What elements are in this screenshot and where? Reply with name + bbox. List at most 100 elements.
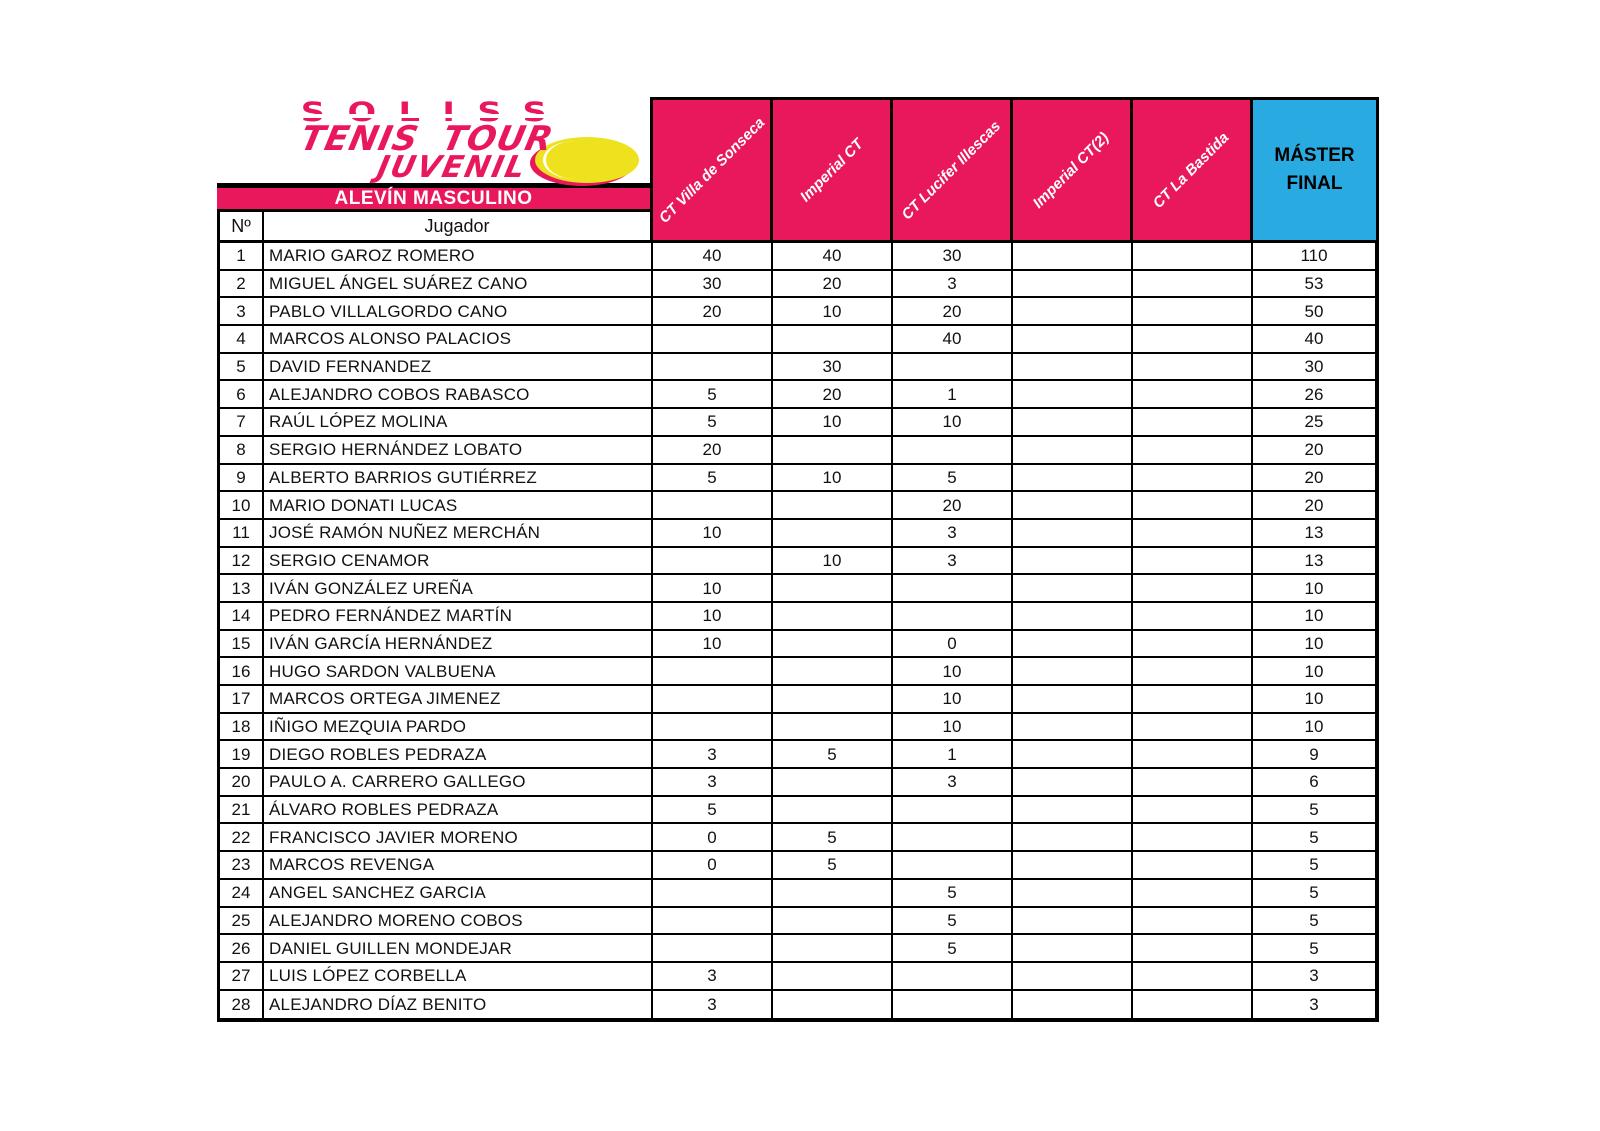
score-cell	[1133, 630, 1253, 657]
score-cell	[1013, 990, 1133, 1019]
score-cell	[773, 769, 893, 795]
player-name-cell: JOSÉ RAMÓN NUÑEZ MERCHÁN	[264, 519, 653, 546]
score-cell	[653, 935, 773, 961]
row-number-cell: 28	[220, 990, 264, 1019]
header-band: SOLISS TENIS TOUR JUVENIL ALEVÍN MASCULI…	[217, 97, 1379, 243]
tournament-name-label: CT Lucifer Illescas	[898, 117, 1005, 223]
row-number-cell: 21	[220, 796, 264, 823]
player-name-cell: IÑIGO MEZQUIA PARDO	[264, 713, 653, 740]
row-number-cell: 1	[220, 243, 264, 269]
score-cell	[1133, 602, 1253, 629]
score-cell	[1013, 326, 1133, 352]
logo-stencil-slit	[227, 114, 627, 118]
table-row: 24 ANGEL SANCHEZ GARCIA 5 5	[220, 879, 1375, 908]
score-cell: 10	[653, 575, 773, 601]
logo-soliss-text: SOLISS	[300, 95, 570, 128]
table-row: 25 ALEJANDRO MORENO COBOS 5 5	[220, 907, 1375, 936]
score-cell: 10	[653, 519, 773, 546]
final-score-cell: 110	[1300, 246, 1328, 266]
score-cell	[1133, 575, 1253, 601]
score-cell	[1013, 769, 1133, 795]
table-row: 5 DAVID FERNANDEZ 30 30	[220, 353, 1375, 382]
final-score-cell: 10	[1304, 633, 1324, 653]
player-name-cell: PAULO A. CARRERO GALLEGO	[264, 769, 653, 795]
player-name-cell: MARCOS ORTEGA JIMENEZ	[264, 686, 653, 712]
score-cell: 20	[893, 492, 1013, 518]
final-score-cell: 20	[1304, 440, 1324, 460]
final-score-cell: 30	[1304, 357, 1324, 377]
category-banner: ALEVÍN MASCULINO	[217, 183, 650, 212]
score-cell	[1133, 409, 1253, 435]
score-cell	[1013, 243, 1133, 269]
table-row: 28 ALEJANDRO DÍAZ BENITO 3 3	[220, 990, 1375, 1019]
row-number-cell: 24	[220, 879, 264, 906]
final-score-cell: 10	[1304, 606, 1324, 626]
score-cell: 40	[773, 243, 893, 269]
table-row: 13 IVÁN GONZÁLEZ UREÑA 10 10	[220, 575, 1375, 603]
score-cell	[1133, 353, 1253, 380]
score-cell	[1133, 298, 1253, 325]
table-row: 9 ALBERTO BARRIOS GUTIÉRREZ 5 10 5 20	[220, 464, 1375, 493]
score-cell	[1133, 270, 1253, 297]
score-cell	[1013, 270, 1133, 297]
score-cell: 5	[653, 464, 773, 491]
score-cell	[773, 935, 893, 961]
score-cell: 3	[653, 741, 773, 768]
score-cell	[653, 353, 773, 380]
table-row: 10 MARIO DONATI LUCAS 20 20	[220, 492, 1375, 520]
score-cell: 10	[653, 630, 773, 657]
score-cell: 10	[893, 686, 1013, 712]
score-cell	[1133, 658, 1253, 684]
final-score-cell: 3	[1309, 994, 1319, 1014]
score-cell	[1013, 436, 1133, 463]
score-cell	[1013, 907, 1133, 934]
ranking-sheet: SOLISS TENIS TOUR JUVENIL ALEVÍN MASCULI…	[217, 97, 1379, 1023]
table-row: 17 MARCOS ORTEGA JIMENEZ 10 10	[220, 686, 1375, 714]
logo-juvenil-text: JUVENIL	[374, 150, 531, 185]
final-score-cell: 5	[1309, 800, 1319, 820]
score-cell	[653, 492, 773, 518]
table-row: 4 MARCOS ALONSO PALACIOS 40 40	[220, 326, 1375, 354]
score-cell	[1133, 824, 1253, 851]
score-cell	[1133, 519, 1253, 546]
row-number-cell: 2	[220, 270, 264, 297]
number-column-header: Nº	[220, 212, 264, 240]
score-cell: 40	[653, 243, 773, 269]
player-name-cell: MARIO DONATI LUCAS	[264, 492, 653, 518]
player-name-cell: SERGIO HERNÁNDEZ LOBATO	[264, 436, 653, 463]
score-cell: 0	[653, 852, 773, 878]
score-cell	[1013, 741, 1133, 768]
score-cell: 0	[893, 630, 1013, 657]
soliss-tenis-tour-logo: SOLISS TENIS TOUR JUVENIL	[217, 95, 650, 185]
score-cell	[1013, 298, 1133, 325]
tournament-header-cell: Imperial CT(2)	[1013, 100, 1133, 240]
row-number-cell: 13	[220, 575, 264, 601]
final-score-cell: 9	[1309, 744, 1319, 764]
score-cell	[773, 630, 893, 657]
score-cell: 10	[653, 602, 773, 629]
score-cell	[773, 575, 893, 601]
score-cell: 10	[893, 658, 1013, 684]
score-cell: 30	[653, 270, 773, 297]
score-cell	[1133, 243, 1253, 269]
final-score-cell: 10	[1304, 689, 1324, 709]
table-row: 27 LUIS LÓPEZ CORBELLA 3 3	[220, 962, 1375, 991]
score-cell: 3	[653, 962, 773, 989]
player-name-cell: PABLO VILLALGORDO CANO	[264, 298, 653, 325]
player-name-cell: ALEJANDRO COBOS RABASCO	[264, 381, 653, 408]
score-cell: 5	[893, 907, 1013, 934]
table-row: 16 HUGO SARDON VALBUENA 10 10	[220, 658, 1375, 686]
player-name-cell: DANIEL GUILLEN MONDEJAR	[264, 935, 653, 961]
score-cell: 5	[653, 381, 773, 408]
final-score-cell: 13	[1304, 523, 1324, 543]
final-score-cell: 6	[1309, 772, 1319, 792]
score-cell	[773, 519, 893, 546]
table-row: 21 ÁLVARO ROBLES PEDRAZA 5 5	[220, 796, 1375, 825]
player-name-cell: HUGO SARDON VALBUENA	[264, 658, 653, 684]
score-cell: 20	[653, 436, 773, 463]
score-cell: 10	[893, 409, 1013, 435]
row-number-cell: 26	[220, 935, 264, 961]
score-cell: 5	[773, 741, 893, 768]
score-cell	[773, 879, 893, 906]
